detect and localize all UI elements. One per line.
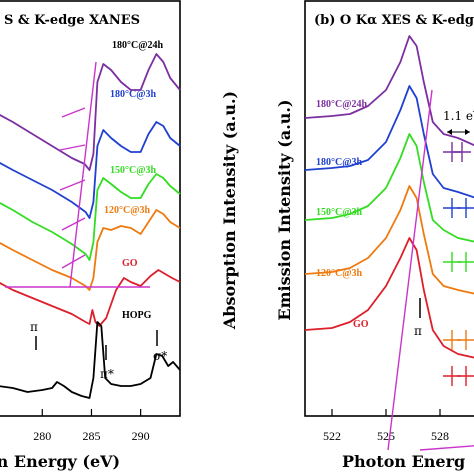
- panel-a-x-ticks: 280 285 290: [33, 409, 150, 443]
- panel-a-label-180c-3h: 180°C@3h: [110, 89, 157, 100]
- edge-guide-line-7: [387, 89, 433, 451]
- panel-b-label-go: GO: [353, 319, 369, 330]
- panel-b-plot-frame: [304, 0, 474, 417]
- panel-b-label-180c-3h: 180°C@3h: [316, 157, 363, 168]
- panel-b-series-0: [304, 35, 474, 147]
- panel-a-y-axis-title: Absorption Intensity (a.u.): [220, 91, 239, 330]
- panel-b-series-2: [304, 133, 474, 243]
- panel-b-energy-shift-label: 1.1 eV: [443, 109, 474, 123]
- edge-guide-line-1: [69, 61, 97, 288]
- panel-b-arrowhead-left: [447, 129, 452, 135]
- panel-a-pistar-label: π*: [100, 367, 114, 381]
- panel-a-label-hopg: HOPG: [122, 310, 152, 321]
- panel-a-plot-frame: [0, 0, 181, 417]
- panel-b-label-180c-24h: 180°C@24h: [316, 99, 368, 110]
- panel-a-series-4: [0, 269, 181, 327]
- panel-b-series-1: [304, 85, 474, 199]
- panel-a-series-1: [0, 121, 181, 219]
- panel-b-series: [304, 35, 474, 359]
- panel-a-label-180c-24h: 180°C@24h: [112, 40, 164, 51]
- edge-guide-line-8: [419, 445, 474, 451]
- panel-a-x-axis-title: on Energy (eV): [0, 452, 120, 471]
- panel-a-label-150c-3h: 150°C@3h: [110, 165, 157, 176]
- panel-a-series-5: [0, 321, 181, 399]
- edge-guide-line-5: [59, 144, 86, 151]
- panel-b-series-4: [304, 237, 474, 359]
- panel-b-tick-label-522: 522: [323, 429, 341, 443]
- edge-guide-line-2: [61, 254, 86, 269]
- edge-guide-line-6: [61, 107, 86, 118]
- panel-a-series-2: [0, 173, 181, 261]
- panel-a-series-3: [0, 209, 181, 291]
- panel-a-series-0: [0, 53, 181, 171]
- panel-b-tick-label-525: 525: [377, 429, 395, 443]
- panel-a-title: S & K-edge XANES: [4, 13, 140, 28]
- panel-b-y-axis-title: Emission Intensity (a.u.): [275, 99, 294, 320]
- panel-b-label-150c-3h: 150°C@3h: [316, 207, 363, 218]
- panel-a-pi-label: π: [30, 320, 38, 334]
- panel-b-x-ticks: 522 525 528: [323, 409, 449, 443]
- panel-b-title: (b) O Kα XES & K-edge: [314, 13, 474, 28]
- panel-a-tick-label-285: 285: [82, 429, 100, 443]
- panel-b-pi-label: π: [414, 324, 422, 338]
- panel-b-arrowhead-right: [465, 129, 470, 135]
- edge-guide-line-3: [61, 217, 86, 231]
- panel-b-label-120c-3h: 120°C@3h: [316, 268, 363, 279]
- panel-a-tick-label-280: 280: [33, 429, 51, 443]
- panel-a-series: [0, 53, 181, 399]
- panel-a-label-120c-3h: 120°C@3h: [104, 205, 151, 216]
- panel-b-series-3: [304, 185, 474, 295]
- edge-guide-line-4: [59, 179, 86, 191]
- panel-a-label-go: GO: [122, 258, 138, 269]
- panel-b-x-axis-title: Photon Energ: [342, 452, 465, 471]
- panel-b-tick-label-528: 528: [431, 429, 449, 443]
- panel-a-tick-label-290: 290: [132, 429, 150, 443]
- edge-fit-guides: [5, 61, 474, 451]
